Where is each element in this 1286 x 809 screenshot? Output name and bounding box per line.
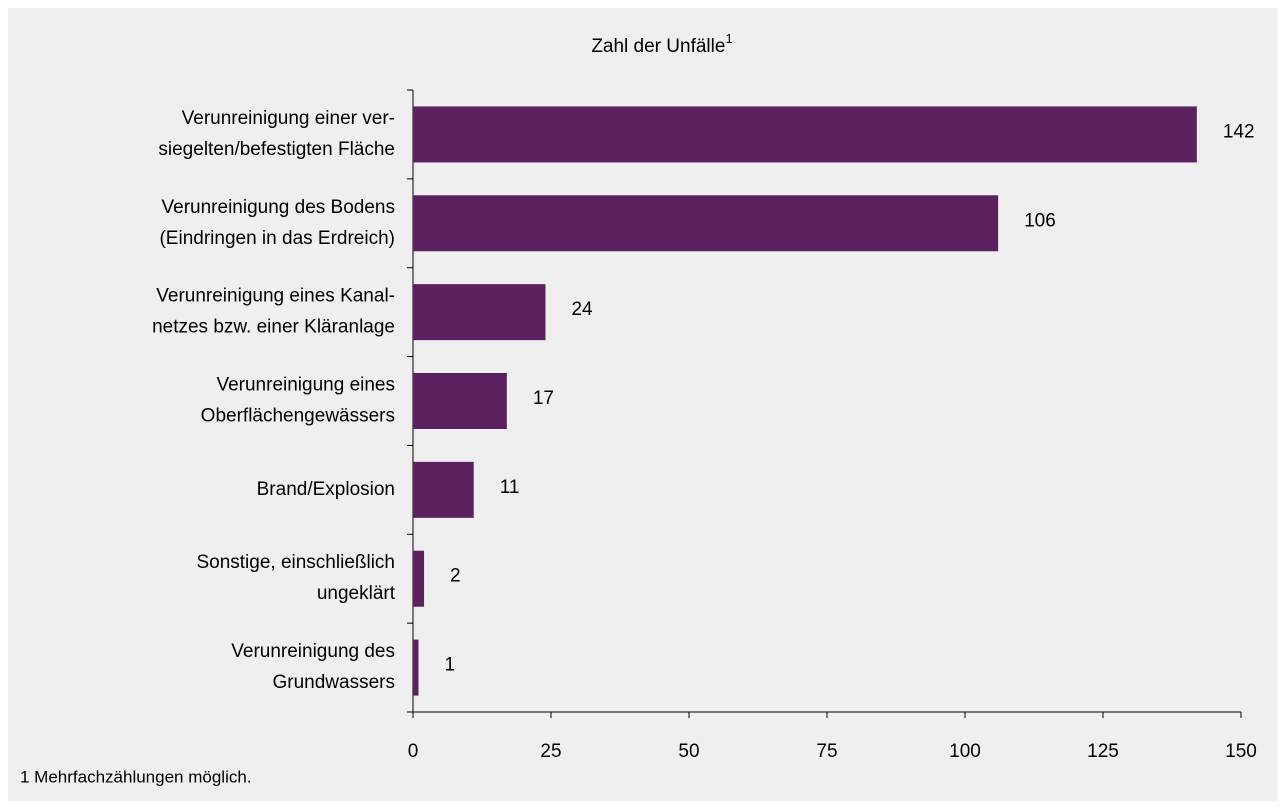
x-tick-label: 50 xyxy=(678,741,699,762)
y-tick-label: Grundwassers xyxy=(273,672,396,693)
y-tick-label: Oberflächengewässers xyxy=(201,406,395,427)
y-tick-label: Verunreinigung des Bodens xyxy=(162,197,395,218)
bar xyxy=(413,639,419,696)
y-tick-label: Brand/Explosion xyxy=(257,479,395,500)
chart-title-note: 1 xyxy=(725,31,732,46)
x-tick-label: 25 xyxy=(540,741,561,762)
x-tick-label: 100 xyxy=(949,741,981,762)
value-label: 24 xyxy=(571,299,593,320)
bar xyxy=(413,195,999,252)
bar xyxy=(413,106,1197,163)
chart-title-text: Zahl der Unfälle xyxy=(591,36,725,57)
y-tick-label: Verunreinigung eines Kanal- xyxy=(156,286,395,307)
y-tick-label: siegelten/befestigten Fläche xyxy=(158,139,395,160)
y-tick-label: (Eindringen in das Erdreich) xyxy=(159,228,395,249)
value-label: 106 xyxy=(1024,210,1056,231)
value-label: 2 xyxy=(450,566,461,587)
chart-title: Zahl der Unfälle1 xyxy=(591,31,732,57)
footnote: 1 Mehrfachzählungen möglich. xyxy=(20,767,252,786)
bar xyxy=(413,373,507,429)
x-tick-label: 150 xyxy=(1225,741,1257,762)
value-label: 142 xyxy=(1223,121,1255,142)
x-tick-label: 75 xyxy=(816,741,837,762)
y-tick-label: Verunreinigung einer ver- xyxy=(182,108,395,129)
y-tick-label: ungeklärt xyxy=(317,583,396,604)
x-tick-label: 125 xyxy=(1087,741,1119,762)
y-tick-label: Verunreinigung des xyxy=(231,641,395,662)
x-tick-label: 0 xyxy=(408,741,419,762)
y-tick-label: netzes bzw. einer Kläranlage xyxy=(152,317,395,338)
bar xyxy=(413,461,474,518)
value-label: 1 xyxy=(445,655,456,676)
y-tick-label: Verunreinigung eines xyxy=(216,375,395,396)
value-label: 17 xyxy=(533,388,554,409)
bar xyxy=(413,550,425,607)
bar xyxy=(413,284,546,341)
value-label: 11 xyxy=(500,477,520,498)
y-tick-label: Sonstige, einschließlich xyxy=(196,552,395,573)
